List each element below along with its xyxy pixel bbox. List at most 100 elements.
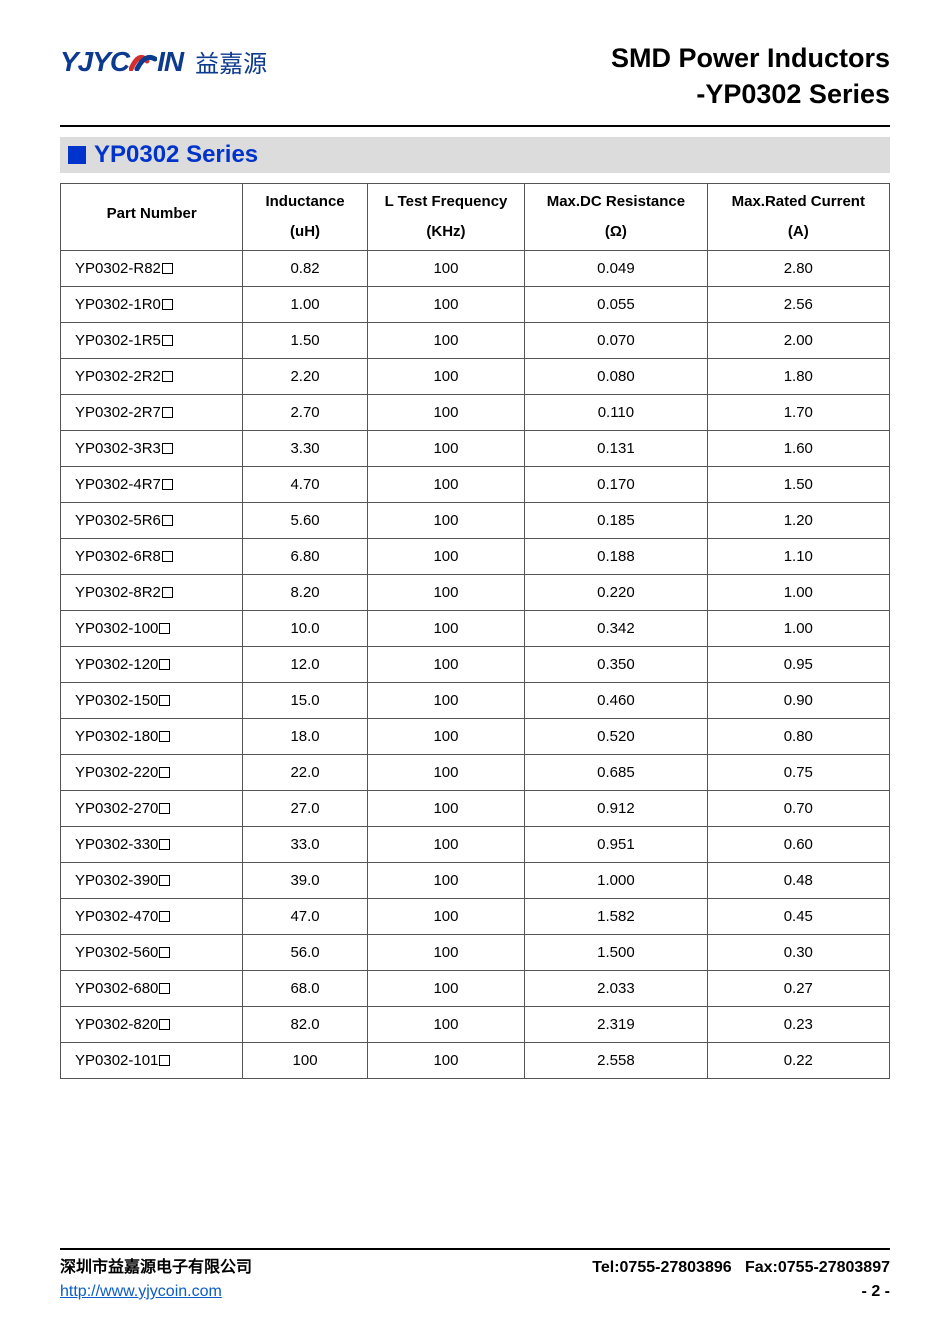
spec-table-head: Part Number Inductance (uH) L Test Frequ… — [61, 183, 890, 250]
table-cell: YP0302-100 — [61, 610, 243, 646]
table-cell: 1.00 — [707, 610, 889, 646]
table-cell: 2.56 — [707, 286, 889, 322]
table-cell: 0.95 — [707, 646, 889, 682]
table-cell: 1.20 — [707, 502, 889, 538]
table-cell: 100 — [367, 538, 525, 574]
table-cell: 0.90 — [707, 682, 889, 718]
suffix-placeholder-icon — [159, 803, 170, 814]
table-row: YP0302-56056.01001.5000.30 — [61, 934, 890, 970]
suffix-placeholder-icon — [159, 947, 170, 958]
table-row: YP0302-1R51.501000.0702.00 — [61, 322, 890, 358]
table-cell: YP0302-8R2 — [61, 574, 243, 610]
logo-chinese: 益嘉源 — [195, 44, 267, 79]
spec-table-body: YP0302-R820.821000.0492.80YP0302-1R01.00… — [61, 250, 890, 1078]
table-cell: YP0302-180 — [61, 718, 243, 754]
logo-swoosh-icon — [129, 49, 157, 71]
table-cell: 0.951 — [525, 826, 707, 862]
table-cell: YP0302-2R2 — [61, 358, 243, 394]
table-cell: YP0302-330 — [61, 826, 243, 862]
table-cell: 0.342 — [525, 610, 707, 646]
table-cell: 100 — [243, 1042, 367, 1078]
suffix-placeholder-icon — [159, 839, 170, 850]
table-cell: YP0302-680 — [61, 970, 243, 1006]
table-cell: 10.0 — [243, 610, 367, 646]
table-cell: 0.70 — [707, 790, 889, 826]
table-cell: 0.22 — [707, 1042, 889, 1078]
table-cell: YP0302-5R6 — [61, 502, 243, 538]
footer-tel: Tel:0755-27803896 — [592, 1259, 731, 1276]
footer-left: 深圳市益嘉源电子有限公司 http://www.yjycoin.com — [60, 1256, 252, 1304]
footer-divider — [60, 1248, 890, 1250]
table-cell: 1.500 — [525, 934, 707, 970]
table-cell: 1.60 — [707, 430, 889, 466]
table-cell: 0.070 — [525, 322, 707, 358]
table-cell: YP0302-390 — [61, 862, 243, 898]
suffix-placeholder-icon — [162, 479, 173, 490]
table-cell: 1.00 — [707, 574, 889, 610]
table-cell: YP0302-560 — [61, 934, 243, 970]
table-cell: 0.131 — [525, 430, 707, 466]
table-cell: 1.50 — [707, 466, 889, 502]
table-cell: 0.185 — [525, 502, 707, 538]
table-cell: 0.30 — [707, 934, 889, 970]
section-bullet-icon — [68, 146, 86, 164]
page-header: YJYCIN 益嘉源 SMD Power Inductors -YP0302 S… — [60, 40, 890, 113]
table-cell: YP0302-101 — [61, 1042, 243, 1078]
section-title: YP0302 Series — [94, 141, 258, 169]
table-cell: YP0302-2R7 — [61, 394, 243, 430]
brand-logo: YJYCIN 益嘉源 — [60, 44, 267, 79]
table-cell: 0.27 — [707, 970, 889, 1006]
table-cell: 100 — [367, 466, 525, 502]
table-row: YP0302-2R72.701000.1101.70 — [61, 394, 890, 430]
table-cell: 100 — [367, 646, 525, 682]
table-cell: 0.350 — [525, 646, 707, 682]
table-cell: 0.685 — [525, 754, 707, 790]
table-cell: 100 — [367, 718, 525, 754]
suffix-placeholder-icon — [162, 371, 173, 382]
spec-table: Part Number Inductance (uH) L Test Frequ… — [60, 183, 890, 1079]
table-row: YP0302-22022.01000.6850.75 — [61, 754, 890, 790]
table-cell: 2.558 — [525, 1042, 707, 1078]
table-cell: 0.170 — [525, 466, 707, 502]
table-cell: 100 — [367, 826, 525, 862]
table-cell: 0.520 — [525, 718, 707, 754]
table-cell: 2.00 — [707, 322, 889, 358]
table-cell: 0.055 — [525, 286, 707, 322]
table-row: YP0302-33033.01000.9510.60 — [61, 826, 890, 862]
table-cell: 2.319 — [525, 1006, 707, 1042]
suffix-placeholder-icon — [162, 263, 173, 274]
section-heading-bar: YP0302 Series — [60, 137, 890, 173]
table-row: YP0302-47047.01001.5820.45 — [61, 898, 890, 934]
title-line-2: -YP0302 Series — [611, 76, 890, 112]
table-cell: 1.10 — [707, 538, 889, 574]
table-cell: YP0302-270 — [61, 790, 243, 826]
table-cell: 6.80 — [243, 538, 367, 574]
suffix-placeholder-icon — [159, 695, 170, 706]
table-cell: 8.20 — [243, 574, 367, 610]
footer-company: 深圳市益嘉源电子有限公司 — [60, 1256, 252, 1280]
table-row: YP0302-4R74.701000.1701.50 — [61, 466, 890, 502]
table-cell: 100 — [367, 682, 525, 718]
table-row: YP0302-12012.01000.3500.95 — [61, 646, 890, 682]
col-header-dcr: Max.DC Resistance (Ω) — [525, 183, 707, 250]
table-cell: 0.080 — [525, 358, 707, 394]
table-cell: 100 — [367, 1042, 525, 1078]
table-cell: YP0302-820 — [61, 1006, 243, 1042]
suffix-placeholder-icon — [162, 443, 173, 454]
col-header-frequency: L Test Frequency (KHz) — [367, 183, 525, 250]
table-row: YP0302-15015.01000.4600.90 — [61, 682, 890, 718]
suffix-placeholder-icon — [159, 623, 170, 634]
table-cell: 27.0 — [243, 790, 367, 826]
table-cell: 2.20 — [243, 358, 367, 394]
table-row: YP0302-39039.01001.0000.48 — [61, 862, 890, 898]
table-cell: 100 — [367, 898, 525, 934]
table-cell: 0.460 — [525, 682, 707, 718]
table-cell: 12.0 — [243, 646, 367, 682]
table-cell: 2.80 — [707, 250, 889, 286]
table-cell: 1.582 — [525, 898, 707, 934]
table-row: YP0302-10010.01000.3421.00 — [61, 610, 890, 646]
footer-url-link[interactable]: http://www.yjycoin.com — [60, 1283, 222, 1300]
table-cell: 100 — [367, 574, 525, 610]
table-row: YP0302-6R86.801000.1881.10 — [61, 538, 890, 574]
table-cell: YP0302-470 — [61, 898, 243, 934]
